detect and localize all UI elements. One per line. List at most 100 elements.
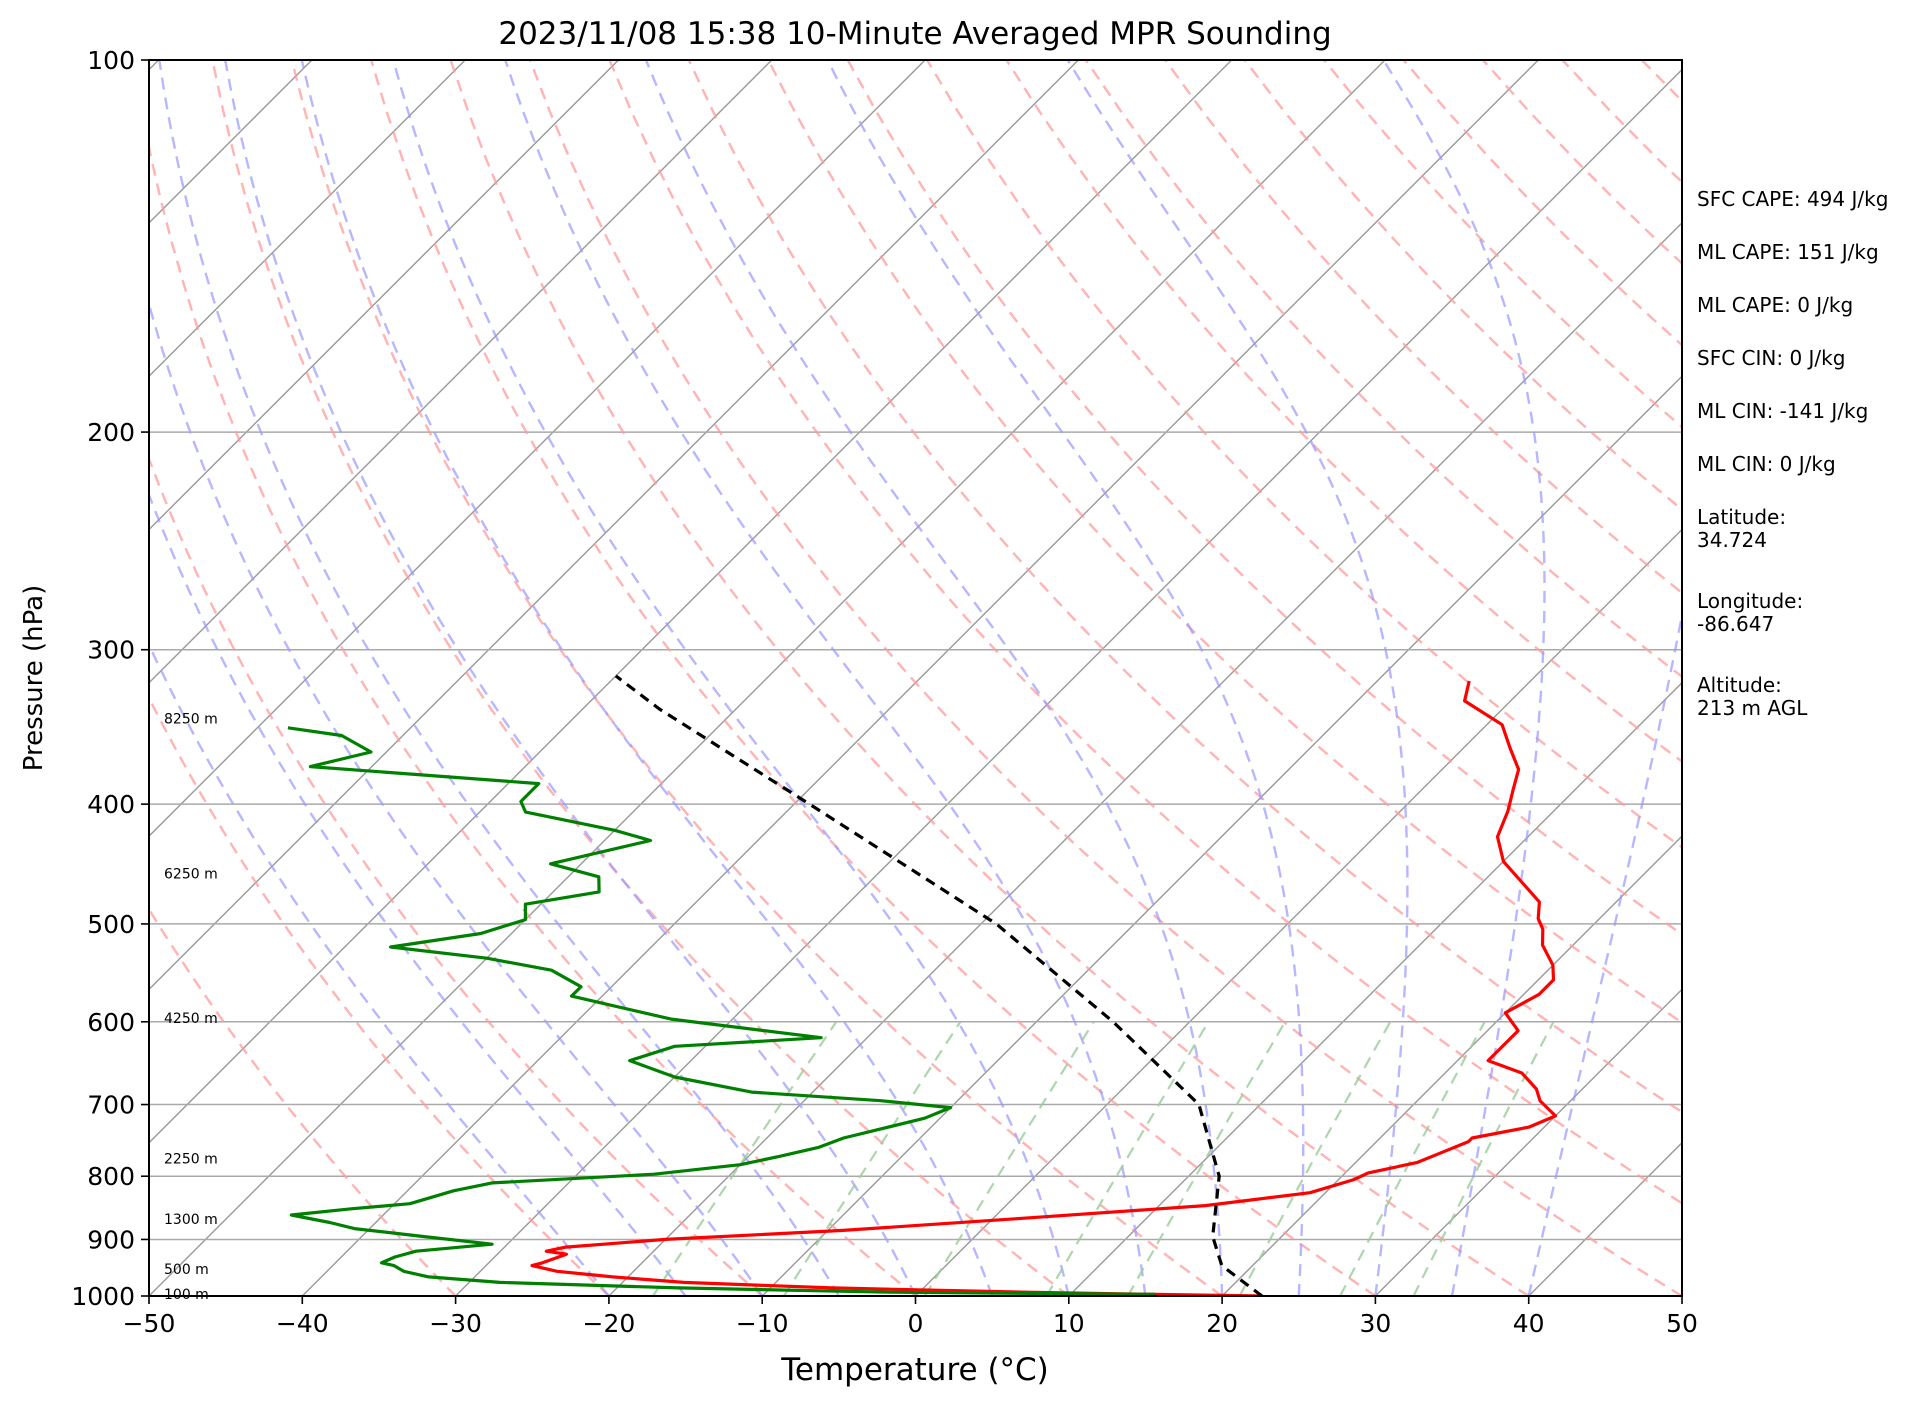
stat-line: Altitude: [1697, 673, 1782, 697]
mixing-ratio-line [1238, 1021, 1392, 1296]
isotherm-line [301, 60, 1539, 1296]
y-tick-label: 600 [87, 1008, 135, 1037]
height-label: 100 m [164, 1287, 209, 1303]
y-tick-label: 100 [87, 46, 135, 75]
height-label: 1300 m [164, 1212, 218, 1228]
height-label: 500 m [164, 1262, 209, 1278]
isotherm-line [149, 60, 926, 838]
stat-line: SFC CAPE: 494 J/kg [1697, 187, 1889, 211]
dry-adiabat-line [149, 455, 763, 1296]
sounding-statistics: SFC CAPE: 494 J/kg ML CAPE: 151 J/kg ML CA… [1697, 188, 1917, 758]
dry-adiabat-line [449, 60, 1530, 1296]
dry-adiabat-line [370, 60, 1377, 1296]
moist-adiabat-line [149, 491, 687, 1296]
stat-line: 213 m AGL [1697, 696, 1808, 720]
x-tick-label: 30 [1359, 1309, 1391, 1338]
isotherm-line [915, 528, 1682, 1296]
stat-line: ML CIN: -141 J/kg [1697, 399, 1869, 423]
x-tick-label: −50 [123, 1309, 176, 1338]
plot-frame [148, 59, 1683, 1297]
isotherm-line [0, 60, 5, 1296]
x-tick-label: −30 [429, 1309, 482, 1338]
temperature-line [530, 680, 1558, 1296]
x-tick-label: 10 [1053, 1309, 1085, 1338]
isotherm-line [149, 60, 773, 684]
height-label: 4250 m [164, 1011, 218, 1027]
moist-adiabat-line [1527, 609, 1682, 1296]
stat-line: Latitude: [1697, 505, 1787, 529]
y-axis-label: Pressure (hPa) [19, 585, 49, 772]
isotherm-line [149, 60, 1386, 1296]
moist-adiabat-line [392, 60, 1070, 1296]
dry-adiabat-line [1164, 60, 1682, 595]
dry-adiabat-line [290, 60, 1223, 1296]
isotherm-line [149, 60, 466, 378]
y-tick-label: 900 [87, 1225, 135, 1254]
isotherm-line [149, 60, 1079, 991]
mixing-ratio-line [651, 1021, 838, 1296]
isotherm-line [1374, 988, 1682, 1296]
moist-adiabat-line [504, 60, 1147, 1296]
height-label: 2250 m [164, 1152, 218, 1168]
x-tick-label: −40 [276, 1309, 329, 1338]
y-tick-label: 300 [87, 636, 135, 665]
y-tick-label: 800 [87, 1162, 135, 1191]
parcel-line [614, 674, 1263, 1296]
x-tick-label: 0 [908, 1309, 924, 1338]
stat-item: ML CAPE: 151 J/kg [1697, 241, 1917, 264]
stat-item: Longitude: -86.647 [1697, 590, 1917, 636]
stat-item: ML CIN: -141 J/kg [1697, 400, 1917, 423]
stat-line: ML CAPE: 0 J/kg [1697, 293, 1854, 317]
x-tick-label: −10 [736, 1309, 789, 1338]
y-tick-label: 700 [87, 1091, 135, 1120]
mixing-ratio-line [1339, 1021, 1486, 1296]
mixing-ratio-line [1126, 1021, 1287, 1296]
dry-adiabat-line [149, 907, 457, 1296]
moist-adiabat-line [826, 60, 1305, 1296]
x-axis-label: Temperature (°C) [780, 1352, 1049, 1388]
isotherm-line [1068, 681, 1682, 1296]
x-tick-label: 40 [1513, 1309, 1545, 1338]
moist-adiabat-line [158, 60, 840, 1296]
dewpoint-line [287, 726, 1155, 1296]
stat-line: SFC CIN: 0 J/kg [1697, 346, 1846, 370]
isotherm-line [455, 68, 1682, 1296]
dry-adiabat-line [149, 141, 917, 1296]
stat-item: SFC CAPE: 494 J/kg [1697, 188, 1917, 211]
isotherm-line [149, 60, 619, 531]
mixing-ratio-line [782, 1021, 962, 1296]
stat-item: Altitude: 213 m AGL [1697, 674, 1917, 720]
stat-line: 34.724 [1697, 528, 1767, 552]
y-tick-label: 200 [87, 418, 135, 447]
height-label: 8250 m [164, 712, 218, 728]
stat-item: ML CIN: 0 J/kg [1697, 453, 1917, 476]
mixing-ratio-line [1412, 1021, 1555, 1296]
moist-adiabat-line [224, 60, 917, 1296]
isotherm-line [761, 375, 1682, 1296]
stat-line: ML CIN: 0 J/kg [1697, 452, 1836, 476]
y-tick-label: 500 [87, 910, 135, 939]
moist-adiabat-line [1066, 60, 1409, 1296]
moist-adiabat-line [1382, 60, 1546, 1296]
stat-item: ML CAPE: 0 J/kg [1697, 294, 1917, 317]
stat-item: SFC CIN: 0 J/kg [1697, 347, 1917, 370]
height-label: 6250 m [164, 866, 218, 882]
x-tick-label: 20 [1206, 1309, 1238, 1338]
stat-line: -86.647 [1697, 612, 1775, 636]
isotherm-line [608, 221, 1682, 1296]
moist-adiabat-line [149, 300, 764, 1296]
isotherm-line [149, 60, 1233, 1144]
x-tick-label: −20 [583, 1309, 636, 1338]
isotherm-line [1221, 835, 1682, 1296]
y-tick-label: 400 [87, 790, 135, 819]
dry-adiabat-line [528, 60, 1682, 1296]
chart-title: 2023/11/08 15:38 10-Minute Averaged MPR … [498, 16, 1331, 52]
dry-adiabat-line [211, 60, 1070, 1296]
y-tick-label: 1000 [71, 1282, 135, 1311]
moist-adiabat-line [300, 60, 994, 1296]
moist-adiabat-line [644, 60, 1224, 1296]
stat-line: ML CAPE: 151 J/kg [1697, 240, 1879, 264]
dry-adiabat-line [149, 695, 610, 1296]
stat-item: Latitude: 34.724 [1697, 506, 1917, 552]
